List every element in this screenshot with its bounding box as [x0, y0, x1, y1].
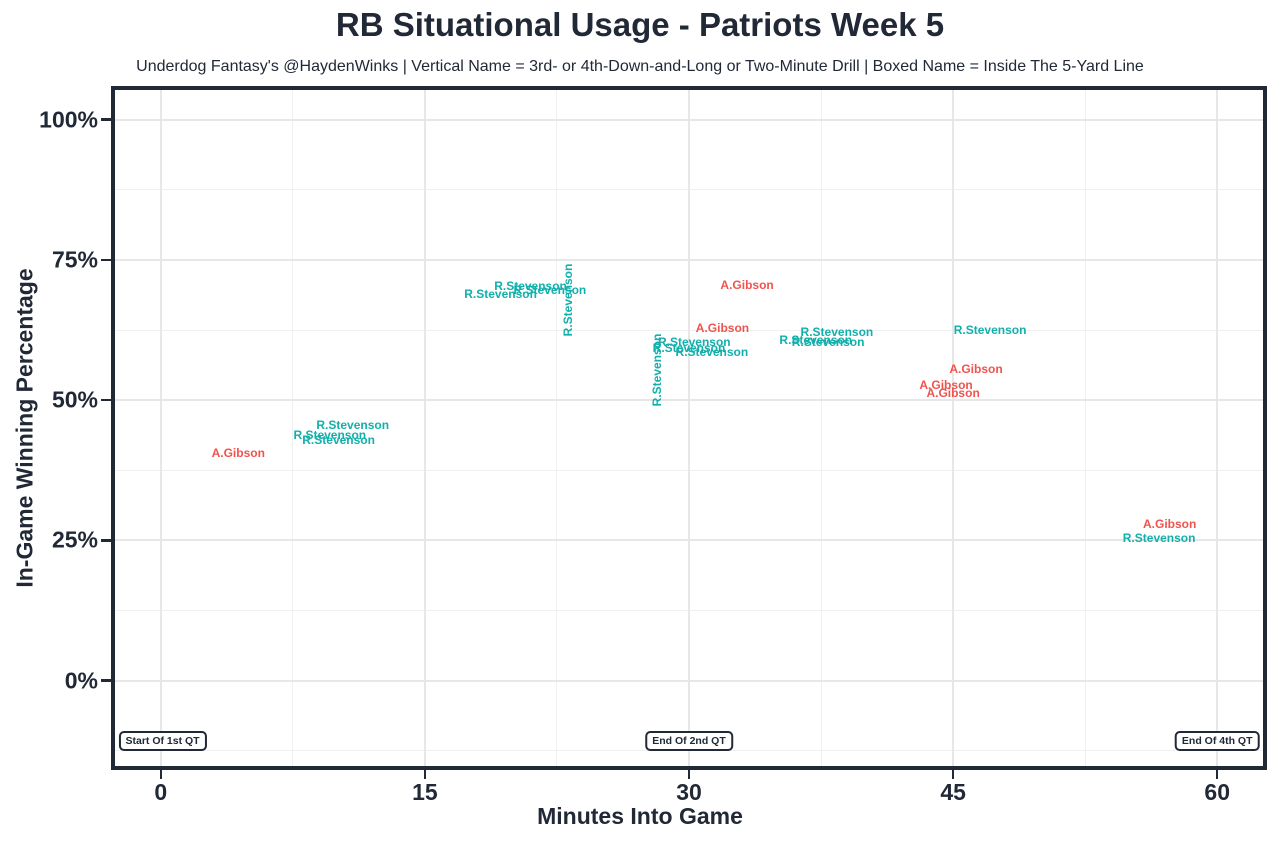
y-major-gridline [115, 118, 1263, 121]
y-tick-mark [101, 539, 111, 542]
x-tick-label: 0 [154, 779, 168, 805]
x-tick-mark [423, 770, 427, 779]
data-point-label: R.Stevenson [652, 341, 726, 356]
quarter-annotation: End Of 2nd QT [645, 731, 733, 752]
data-point-label: R.Stevenson [302, 432, 375, 447]
quarter-annotation: End Of 4th QT [1174, 731, 1260, 752]
x-tick-mark [159, 770, 163, 779]
data-point-label: R.Stevenson [953, 323, 1027, 338]
x-minor-gridline [292, 90, 294, 766]
plot-panel: R.Stevenson R.Stevenson R.Stevenson R.Steve… [111, 86, 1267, 770]
x-tick-mark [687, 770, 691, 779]
x-axis-title: Minutes Into Game [537, 803, 743, 829]
data-point-label: A.Gibson [695, 320, 750, 335]
chart-subtitle: Underdog Fantasy's @HaydenWinks | Vertic… [136, 58, 1144, 75]
data-point-label: A.Gibson [720, 278, 774, 293]
data-point-label: R.Stevenson [494, 279, 567, 294]
x-major-gridline [952, 90, 955, 766]
data-point-label: A.Gibson [919, 378, 973, 393]
y-tick-label: 50% [51, 386, 98, 413]
data-point-label: R.Stevenson [791, 335, 865, 350]
y-tick-label: 25% [51, 526, 98, 553]
x-minor-gridline [1084, 90, 1086, 766]
data-point-label: R.Stevenson [316, 418, 390, 433]
x-tick-label: 15 [412, 779, 438, 805]
data-point-label: R.Stevenson [675, 344, 749, 359]
x-tick-mark [1215, 770, 1219, 779]
plot-area: R.Stevenson R.Stevenson R.Stevenson R.Steve… [115, 90, 1263, 766]
y-major-gridline [115, 258, 1263, 261]
data-point-label: R.Stevenson [779, 333, 853, 348]
data-point-label: R.Stevenson [293, 428, 367, 442]
y-tick-label: 75% [51, 246, 98, 273]
x-minor-gridline [820, 90, 822, 766]
x-tick-label: 45 [940, 779, 966, 805]
quarter-annotation: Start Of 1st QT [118, 731, 207, 752]
y-tick-mark [101, 258, 111, 262]
x-major-gridline [688, 90, 690, 766]
x-major-gridline [423, 90, 426, 766]
data-point-label: A.Gibson [926, 385, 980, 400]
y-tick-mark [101, 118, 111, 121]
data-point-label: R.Stevenson [657, 335, 731, 350]
data-point-label: A.Gibson [949, 362, 1003, 377]
y-tick-mark [101, 398, 111, 402]
y-axis-title-text: In-Game Winning Percentage [11, 268, 38, 588]
data-point-label: A.Gibson [1143, 517, 1197, 532]
x-minor-gridline [556, 90, 558, 766]
x-tick-label: 30 [676, 779, 702, 805]
x-major-gridline [1216, 90, 1219, 766]
y-tick-label: 0% [64, 667, 98, 694]
x-tick-mark [951, 770, 955, 779]
chart-title: RB Situational Usage - Patriots Week 5 [335, 6, 945, 43]
data-point-label: R.Stevenson [464, 287, 537, 302]
y-major-gridline [115, 679, 1263, 682]
data-point-label: A.Gibson [211, 445, 265, 460]
x-major-gridline [159, 90, 162, 766]
data-point-label: R.Stevenson [1122, 531, 1196, 546]
y-tick-mark [101, 679, 111, 682]
data-point-label: R.Stevenson [513, 283, 587, 298]
x-tick-label: 60 [1204, 779, 1231, 805]
data-point-label: R.Stevenson [800, 325, 874, 340]
y-major-gridline [115, 539, 1263, 542]
y-major-gridline [115, 399, 1263, 402]
data-point-label: R.Stevenson [560, 264, 575, 337]
y-tick-label: 100% [39, 106, 98, 133]
